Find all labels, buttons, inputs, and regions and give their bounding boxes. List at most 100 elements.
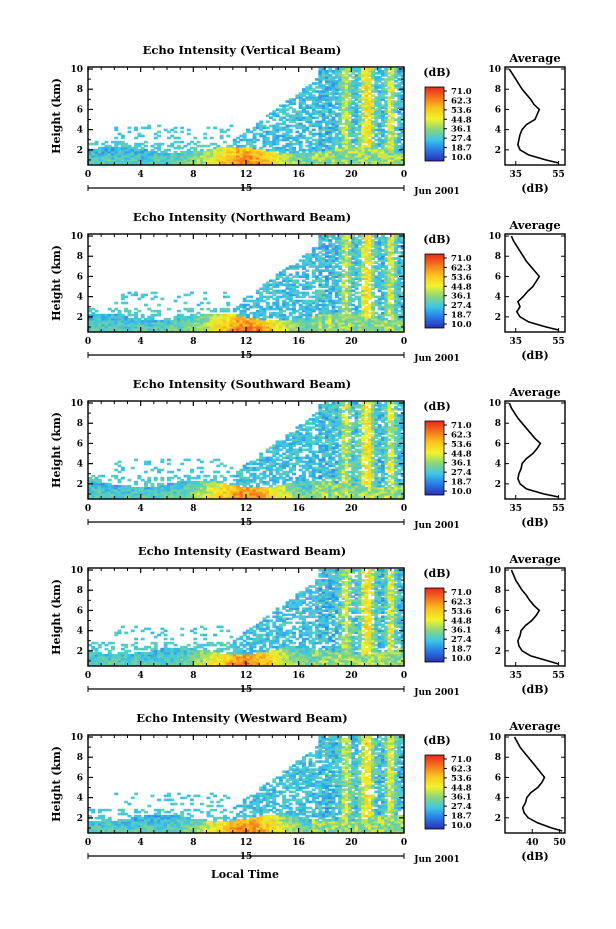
echo-cell: [400, 90, 404, 93]
echo-cell: [298, 110, 303, 113]
echo-cell: [130, 313, 135, 317]
echo-cell: [219, 328, 224, 331]
echo-cell: [252, 468, 257, 472]
echo-cell: [341, 243, 346, 246]
echo-cell: [400, 281, 404, 285]
echo-cell: [114, 313, 119, 317]
echo-cell: [384, 328, 389, 331]
echo-cell: [285, 138, 290, 142]
echo-cell: [377, 295, 382, 299]
echo-cell: [255, 299, 260, 303]
echo-cell: [104, 148, 109, 152]
echo-cell: [302, 116, 306, 120]
echo-cell: [269, 486, 273, 490]
echo-cell: [384, 275, 389, 278]
echo-cell: [384, 285, 389, 289]
echo-cell: [229, 321, 234, 325]
echo-cell: [88, 323, 92, 327]
echo-cell: [117, 140, 122, 144]
echo-cell: [351, 86, 356, 89]
echo-cell: [377, 98, 382, 101]
echo-cell: [242, 303, 247, 307]
echo-cell: [278, 309, 283, 313]
echo-cell: [311, 325, 316, 329]
echo-cell: [167, 497, 171, 499]
echo-cell: [374, 68, 379, 71]
echo-cell: [193, 488, 198, 492]
echo-cell: [127, 319, 132, 323]
echo-cell: [295, 112, 300, 116]
echo-cell: [120, 325, 125, 329]
echo-cell: [387, 321, 392, 325]
echo-cell: [328, 325, 333, 329]
echo-cell: [288, 323, 293, 327]
echo-cell: [384, 78, 389, 81]
echo-cell: [265, 315, 270, 319]
echo-cell: [163, 317, 168, 321]
echo-cell: [153, 150, 158, 154]
echo-cell: [321, 259, 326, 262]
echo-cell: [163, 150, 168, 154]
echo-cell: [341, 158, 346, 162]
echo-cell: [298, 118, 303, 122]
echo-cell: [354, 269, 359, 272]
echo-cell: [183, 321, 188, 325]
echo-cell: [325, 309, 329, 313]
echo-cell: [397, 92, 402, 95]
echo-cell: [107, 330, 112, 332]
echo-cell: [153, 323, 158, 327]
echo-cell: [186, 497, 191, 499]
echo-cell: [338, 307, 343, 311]
echo-cell: [400, 72, 404, 75]
echo-cell: [288, 328, 293, 331]
echo-cell: [180, 488, 185, 492]
echo-cell: [236, 478, 240, 482]
echo-cell: [206, 315, 211, 319]
echo-cell: [348, 90, 352, 93]
echo-cell: [249, 480, 254, 484]
echo-cell: [325, 146, 329, 150]
echo-cell: [390, 265, 395, 268]
echo-cell: [219, 150, 224, 154]
echo-cell: [344, 74, 349, 77]
echo-cell: [282, 150, 287, 154]
echo-cell: [302, 283, 306, 287]
echo-cell: [364, 269, 369, 272]
echo-cell: [298, 161, 303, 164]
echo-cell: [354, 148, 359, 152]
echo-cell: [331, 307, 336, 311]
echo-cell: [101, 148, 106, 152]
echo-cell: [361, 277, 366, 280]
echo-cell: [361, 297, 366, 301]
profile-frame: [504, 233, 566, 333]
echo-cell: [226, 134, 231, 138]
echo-cell: [344, 330, 349, 332]
echo-cell: [374, 108, 379, 111]
echo-cell: [381, 281, 385, 285]
echo-cell: [305, 106, 310, 109]
echo-cell: [134, 325, 138, 329]
echo-cell: [351, 154, 356, 158]
echo-cell: [334, 82, 339, 85]
echo-cell: [246, 497, 250, 499]
echo-cell: [325, 317, 329, 321]
echo-cell: [384, 245, 389, 248]
echo-cell: [364, 80, 369, 83]
echo-cell: [328, 245, 333, 248]
echo-cell: [272, 321, 277, 325]
echo-cell: [361, 70, 366, 73]
echo-cell: [351, 138, 356, 142]
echo-cell: [295, 118, 300, 122]
echo-cell: [334, 86, 339, 89]
echo-cell: [334, 285, 339, 289]
echo-cell: [348, 104, 352, 107]
echo-cell: [246, 307, 250, 311]
echo-cell: [357, 126, 362, 130]
echo-cell: [144, 152, 148, 156]
echo-cell: [321, 138, 326, 142]
echo-cell: [134, 291, 138, 295]
echo-cell: [364, 86, 369, 89]
echo-cell: [239, 319, 244, 323]
echo-cell: [229, 144, 234, 148]
echo-cell: [338, 100, 343, 103]
